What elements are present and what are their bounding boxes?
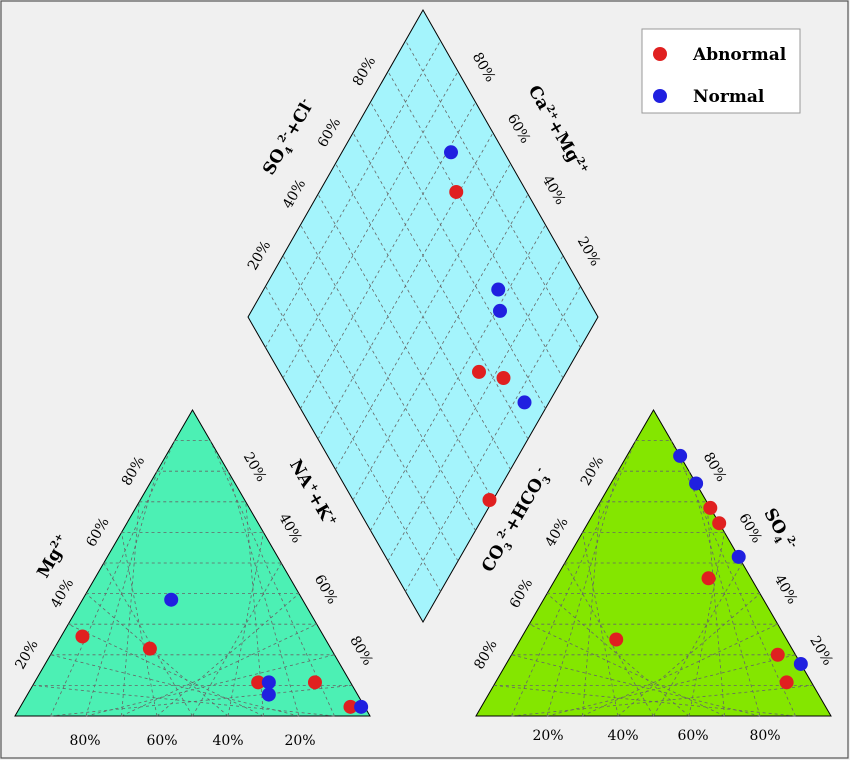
legend: Abnormal Normal (641, 28, 801, 114)
grid-line (546, 654, 796, 717)
anion-bottom-tick: 20% (532, 728, 563, 744)
grid-line (50, 654, 300, 717)
grid-line (688, 532, 725, 717)
grid-line (50, 685, 353, 717)
diamond-point (493, 303, 507, 318)
anion-point (703, 500, 718, 515)
cation-bottom-tick: 40% (212, 733, 243, 749)
anion-point (712, 516, 727, 531)
cation-point (142, 641, 157, 656)
anion-triangle: 20% 40% 60% 80%20%40%60%80% 20%40%60%80% CO3… (471, 409, 836, 744)
diamond-point (472, 364, 486, 379)
grid-line (121, 532, 158, 717)
grid-line (265, 40, 441, 348)
grid-line (405, 286, 581, 592)
cation-point (164, 592, 179, 607)
diamond-point (491, 282, 506, 297)
grid-line (352, 194, 529, 501)
grid-line (317, 194, 494, 501)
grid-line (335, 163, 511, 470)
grid-line (511, 685, 814, 717)
anion-point (731, 549, 746, 564)
anion-point (793, 656, 808, 671)
cation-point (251, 675, 266, 690)
diamond-points (444, 145, 532, 507)
grid-line (582, 532, 619, 717)
anion-ticks: 20% 40% 60% 80%20%40%60%80% 20%40%60%80% (471, 450, 835, 744)
grid-line (546, 593, 690, 717)
anion-point (689, 476, 704, 491)
legend-label-abnormal: Abnormal (692, 45, 787, 65)
cation-points (75, 592, 369, 714)
grid-line (227, 471, 300, 717)
diamond-point (496, 371, 511, 385)
grid-line (265, 286, 441, 592)
legend-marker-normal (653, 89, 667, 103)
legend-marker-abnormal (653, 47, 667, 61)
grid-line (32, 685, 335, 717)
legend-label-normal: Normal (693, 87, 765, 107)
grid-line (617, 593, 761, 717)
anion-point (673, 448, 688, 463)
cation-point (354, 699, 369, 714)
cation-point (343, 699, 358, 714)
anion-bottom-tick: 60% (677, 728, 708, 744)
grid-line (511, 654, 761, 717)
cation-point (307, 675, 322, 690)
anion-point (779, 675, 794, 690)
anion-point (701, 571, 716, 586)
grid-line (85, 654, 335, 717)
legend-box (641, 28, 801, 114)
grid-line (85, 471, 158, 717)
grid-line (209, 440, 335, 717)
grid-line (282, 255, 459, 562)
grid-line (282, 71, 459, 379)
diamond-point (449, 184, 464, 199)
cation-point (261, 675, 276, 690)
diamond-point (517, 395, 532, 410)
grid-line (300, 224, 476, 531)
grid-line (387, 71, 564, 379)
anion-bottom-tick: 80% (749, 728, 780, 744)
diamond-point (444, 145, 458, 160)
diamond-grid (265, 40, 581, 592)
cation-grid (32, 440, 353, 717)
anion-grid (493, 440, 814, 717)
cation-bottom-tick: 80% (69, 733, 100, 749)
grid-line (156, 593, 300, 717)
grid-line (405, 40, 581, 348)
anion-points (609, 448, 808, 690)
cation-point (261, 687, 276, 702)
grid-line (317, 132, 494, 440)
cation-point (75, 629, 90, 644)
grid-line (370, 101, 546, 409)
grid-line (50, 440, 176, 717)
grid-line (511, 440, 637, 717)
grid-line (370, 224, 546, 531)
grid-line (387, 255, 564, 562)
diamond-point (482, 493, 497, 507)
grid-line (227, 532, 264, 717)
grid-line (546, 471, 619, 717)
anion-point (770, 647, 785, 662)
grid-line (493, 685, 796, 717)
anion-bottom-tick: 40% (607, 728, 638, 744)
cation-bottom-tick: 20% (284, 733, 315, 749)
grid-line (688, 471, 761, 717)
anion-point (609, 632, 624, 647)
grid-line (670, 440, 796, 717)
grid-line (352, 132, 529, 440)
grid-line (85, 593, 229, 717)
cation-bottom-tick: 60% (146, 733, 177, 749)
